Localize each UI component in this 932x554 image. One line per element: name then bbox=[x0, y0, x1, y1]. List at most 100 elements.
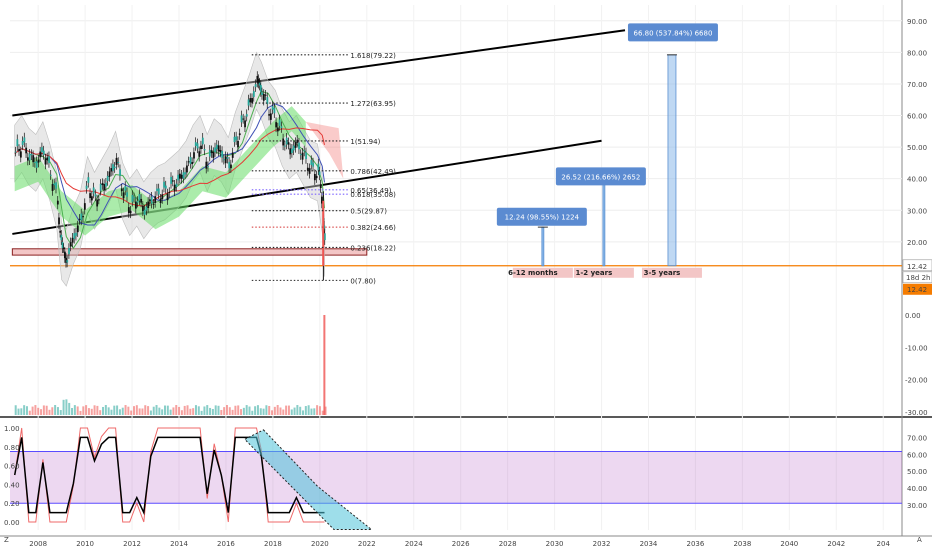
price-candle bbox=[85, 185, 88, 189]
volume-bar bbox=[28, 410, 31, 415]
volume-bar bbox=[169, 409, 172, 415]
volume-bar bbox=[96, 405, 99, 415]
volume-pane bbox=[14, 315, 327, 415]
axes: 90.00 80.00 70.00 60.00 50.00 40.00 30.00 20.00… bbox=[4, 18, 932, 548]
moving-average-mid bbox=[14, 103, 325, 226]
volume-bar bbox=[206, 405, 209, 415]
price-candle bbox=[138, 194, 141, 201]
price-candle bbox=[223, 159, 225, 161]
price-candle bbox=[164, 185, 167, 189]
volume-bar bbox=[293, 407, 296, 415]
price-candle bbox=[41, 147, 43, 153]
ichimoku-cloud-future bbox=[305, 121, 344, 179]
price-candle bbox=[61, 242, 64, 249]
price-candle bbox=[42, 150, 45, 155]
time-tick-label: 2030 bbox=[546, 540, 564, 548]
fib-level-label: 1.618(79.22) bbox=[350, 52, 396, 60]
volume-bar bbox=[324, 406, 327, 415]
volume-bar bbox=[68, 402, 71, 415]
price-candle bbox=[92, 187, 95, 194]
volume-tick-label: -10.00 bbox=[905, 344, 928, 352]
volume-bar bbox=[166, 405, 169, 415]
price-candle bbox=[201, 137, 204, 145]
countdown-box bbox=[902, 271, 932, 284]
volume-bar bbox=[242, 407, 245, 415]
trend-channel bbox=[10, 29, 902, 267]
price-candle bbox=[203, 149, 206, 151]
volume-bar bbox=[45, 405, 48, 415]
price-candle bbox=[177, 174, 180, 181]
volume-bar bbox=[147, 406, 150, 415]
volume-bar bbox=[73, 405, 76, 415]
price-candle bbox=[170, 176, 173, 184]
volume-bar bbox=[217, 405, 220, 415]
price-candle bbox=[51, 184, 54, 191]
price-candle bbox=[226, 157, 229, 159]
current-price-badge bbox=[903, 283, 932, 295]
volume-bar bbox=[178, 406, 181, 415]
target-callout-text: 12.24 (98.55%) 1224 bbox=[505, 214, 580, 222]
volume-bar bbox=[282, 409, 285, 415]
time-tick-label: 2034 bbox=[640, 540, 658, 548]
price-candle bbox=[115, 157, 118, 165]
volume-bar bbox=[141, 408, 144, 415]
price-candle bbox=[194, 142, 197, 147]
price-candle bbox=[108, 171, 111, 177]
oscillator-channel bbox=[243, 429, 373, 531]
volume-bar bbox=[183, 405, 186, 415]
volume-bar bbox=[287, 405, 290, 415]
volume-bar bbox=[110, 409, 113, 415]
volume-bar bbox=[158, 407, 161, 415]
price-tick-label: 80.00 bbox=[907, 49, 927, 57]
price-candle bbox=[71, 237, 74, 243]
volume-bar bbox=[302, 410, 305, 415]
price-candle bbox=[30, 154, 33, 156]
volume-bar bbox=[107, 407, 110, 415]
price-candle bbox=[214, 147, 217, 153]
price-candle bbox=[238, 133, 241, 136]
volume-bar bbox=[172, 407, 175, 415]
price-candle bbox=[147, 201, 150, 208]
oscillator-left-tick: 0.00 bbox=[4, 519, 20, 527]
price-candle bbox=[133, 197, 136, 199]
volume-bar bbox=[42, 405, 45, 415]
time-tick-label: 2016 bbox=[217, 540, 235, 548]
price-candle bbox=[242, 118, 245, 120]
channel-upper-line bbox=[12, 29, 626, 117]
price-candle bbox=[14, 151, 17, 153]
oscillator-slow-line bbox=[13, 436, 325, 516]
volume-bar bbox=[271, 410, 274, 415]
price-candle bbox=[282, 138, 285, 146]
price-candle bbox=[117, 161, 120, 163]
price-candle bbox=[175, 183, 178, 187]
price-candle bbox=[58, 217, 60, 225]
price-candle bbox=[264, 94, 267, 96]
oscillator-right-tick: 40.00 bbox=[907, 485, 927, 493]
time-tick-label: 2040 bbox=[780, 540, 798, 548]
time-tick-label: 2008 bbox=[29, 540, 47, 548]
time-tick-label: 2038 bbox=[733, 540, 751, 548]
price-candle bbox=[149, 199, 151, 202]
price-candle bbox=[262, 93, 265, 101]
price-candle bbox=[254, 84, 257, 88]
volume-bar bbox=[285, 405, 288, 415]
volume-bar bbox=[90, 408, 93, 415]
volume-bar bbox=[133, 406, 136, 415]
price-candle bbox=[210, 150, 213, 154]
price-candle bbox=[80, 213, 83, 221]
time-tick-label: 2010 bbox=[76, 540, 94, 548]
volume-bar bbox=[299, 406, 302, 415]
volume-bar bbox=[194, 405, 197, 415]
volume-bar bbox=[104, 405, 107, 415]
price-candle bbox=[131, 195, 134, 202]
volume-bar bbox=[79, 410, 82, 415]
fib-level-label: 0.382(24.66) bbox=[350, 224, 396, 232]
axis-corner-right: A bbox=[917, 536, 922, 544]
price-candle bbox=[127, 207, 130, 214]
oscillator-left-tick: 0.60 bbox=[4, 463, 20, 471]
price-candle bbox=[186, 165, 188, 173]
price-candle bbox=[294, 142, 297, 148]
price-candle bbox=[143, 209, 146, 215]
price-candle bbox=[62, 247, 65, 249]
